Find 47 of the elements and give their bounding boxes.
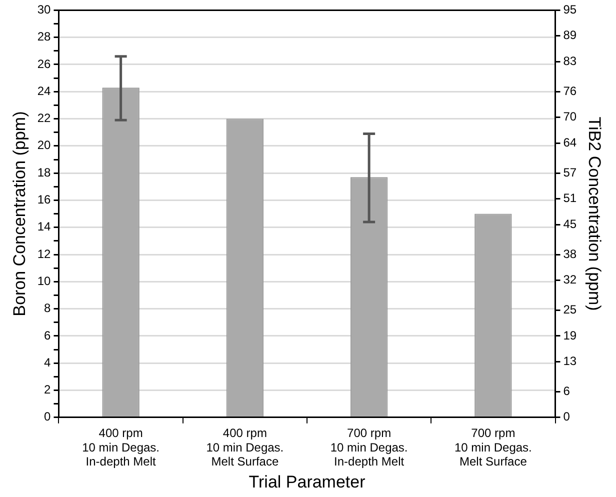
x-axis-title: Trial Parameter xyxy=(248,472,366,492)
y2-tick-label: 57 xyxy=(563,165,577,180)
y2-tick-label: 6 xyxy=(563,384,570,398)
y2-tick-label: 25 xyxy=(563,302,577,317)
y-tick-label: 30 xyxy=(37,2,52,17)
y2-tick-label: 45 xyxy=(563,216,577,231)
y2-tick-label: 64 xyxy=(563,135,577,150)
y2-tick-label: 13 xyxy=(563,354,577,368)
category-label: In-depth Melt xyxy=(334,454,404,469)
category-label: 700 rpm xyxy=(471,426,516,440)
y-tick-label: 10 xyxy=(37,274,52,288)
y2-axis-title: TiB2 Concentration (ppm) xyxy=(585,116,604,311)
category-label: Melt Surface xyxy=(460,454,527,469)
y-tick-label: 4 xyxy=(44,355,52,370)
y2-tick-label: 95 xyxy=(563,2,577,17)
y2-tick-label: 0 xyxy=(563,410,570,424)
y-axis-title: Boron Concentration (ppm) xyxy=(10,111,29,316)
category-label: 700 rpm xyxy=(347,426,392,440)
category-label: 400 rpm xyxy=(222,426,267,440)
category-label: 400 rpm xyxy=(98,426,143,440)
y-tick-label: 22 xyxy=(37,111,52,126)
y2-tick-label: 89 xyxy=(563,28,577,42)
y-tick-label: 14 xyxy=(37,220,52,234)
y-tick-label: 20 xyxy=(37,138,52,152)
y-tick-label: 2 xyxy=(44,382,52,397)
category-label: 10 min Degas. xyxy=(206,440,284,454)
y2-tick-label: 83 xyxy=(563,54,577,68)
category-label: Melt Surface xyxy=(211,454,279,469)
y-tick-label: 6 xyxy=(44,328,52,342)
y-tick-label: 26 xyxy=(37,56,52,71)
y2-tick-label: 19 xyxy=(563,328,577,342)
category-label: 10 min Degas. xyxy=(330,440,408,454)
y2-tick-label: 32 xyxy=(563,272,577,287)
y-tick-label: 8 xyxy=(44,301,52,316)
category-label: In-depth Melt xyxy=(86,454,156,469)
y-tick-label: 24 xyxy=(37,84,52,98)
y2-tick-label: 76 xyxy=(563,84,577,98)
y-tick-label: 28 xyxy=(37,30,52,44)
y-tick-label: 12 xyxy=(37,246,52,261)
y2-tick-label: 38 xyxy=(563,246,577,261)
category-label: 10 min Degas. xyxy=(454,440,532,454)
y-tick-label: 16 xyxy=(37,192,52,207)
y2-tick-label: 51 xyxy=(563,191,577,206)
y-tick-label: 0 xyxy=(44,410,52,424)
y-tick-label: 18 xyxy=(37,165,52,180)
category-label: 10 min Degas. xyxy=(82,440,160,454)
y2-tick-label: 70 xyxy=(563,110,577,124)
